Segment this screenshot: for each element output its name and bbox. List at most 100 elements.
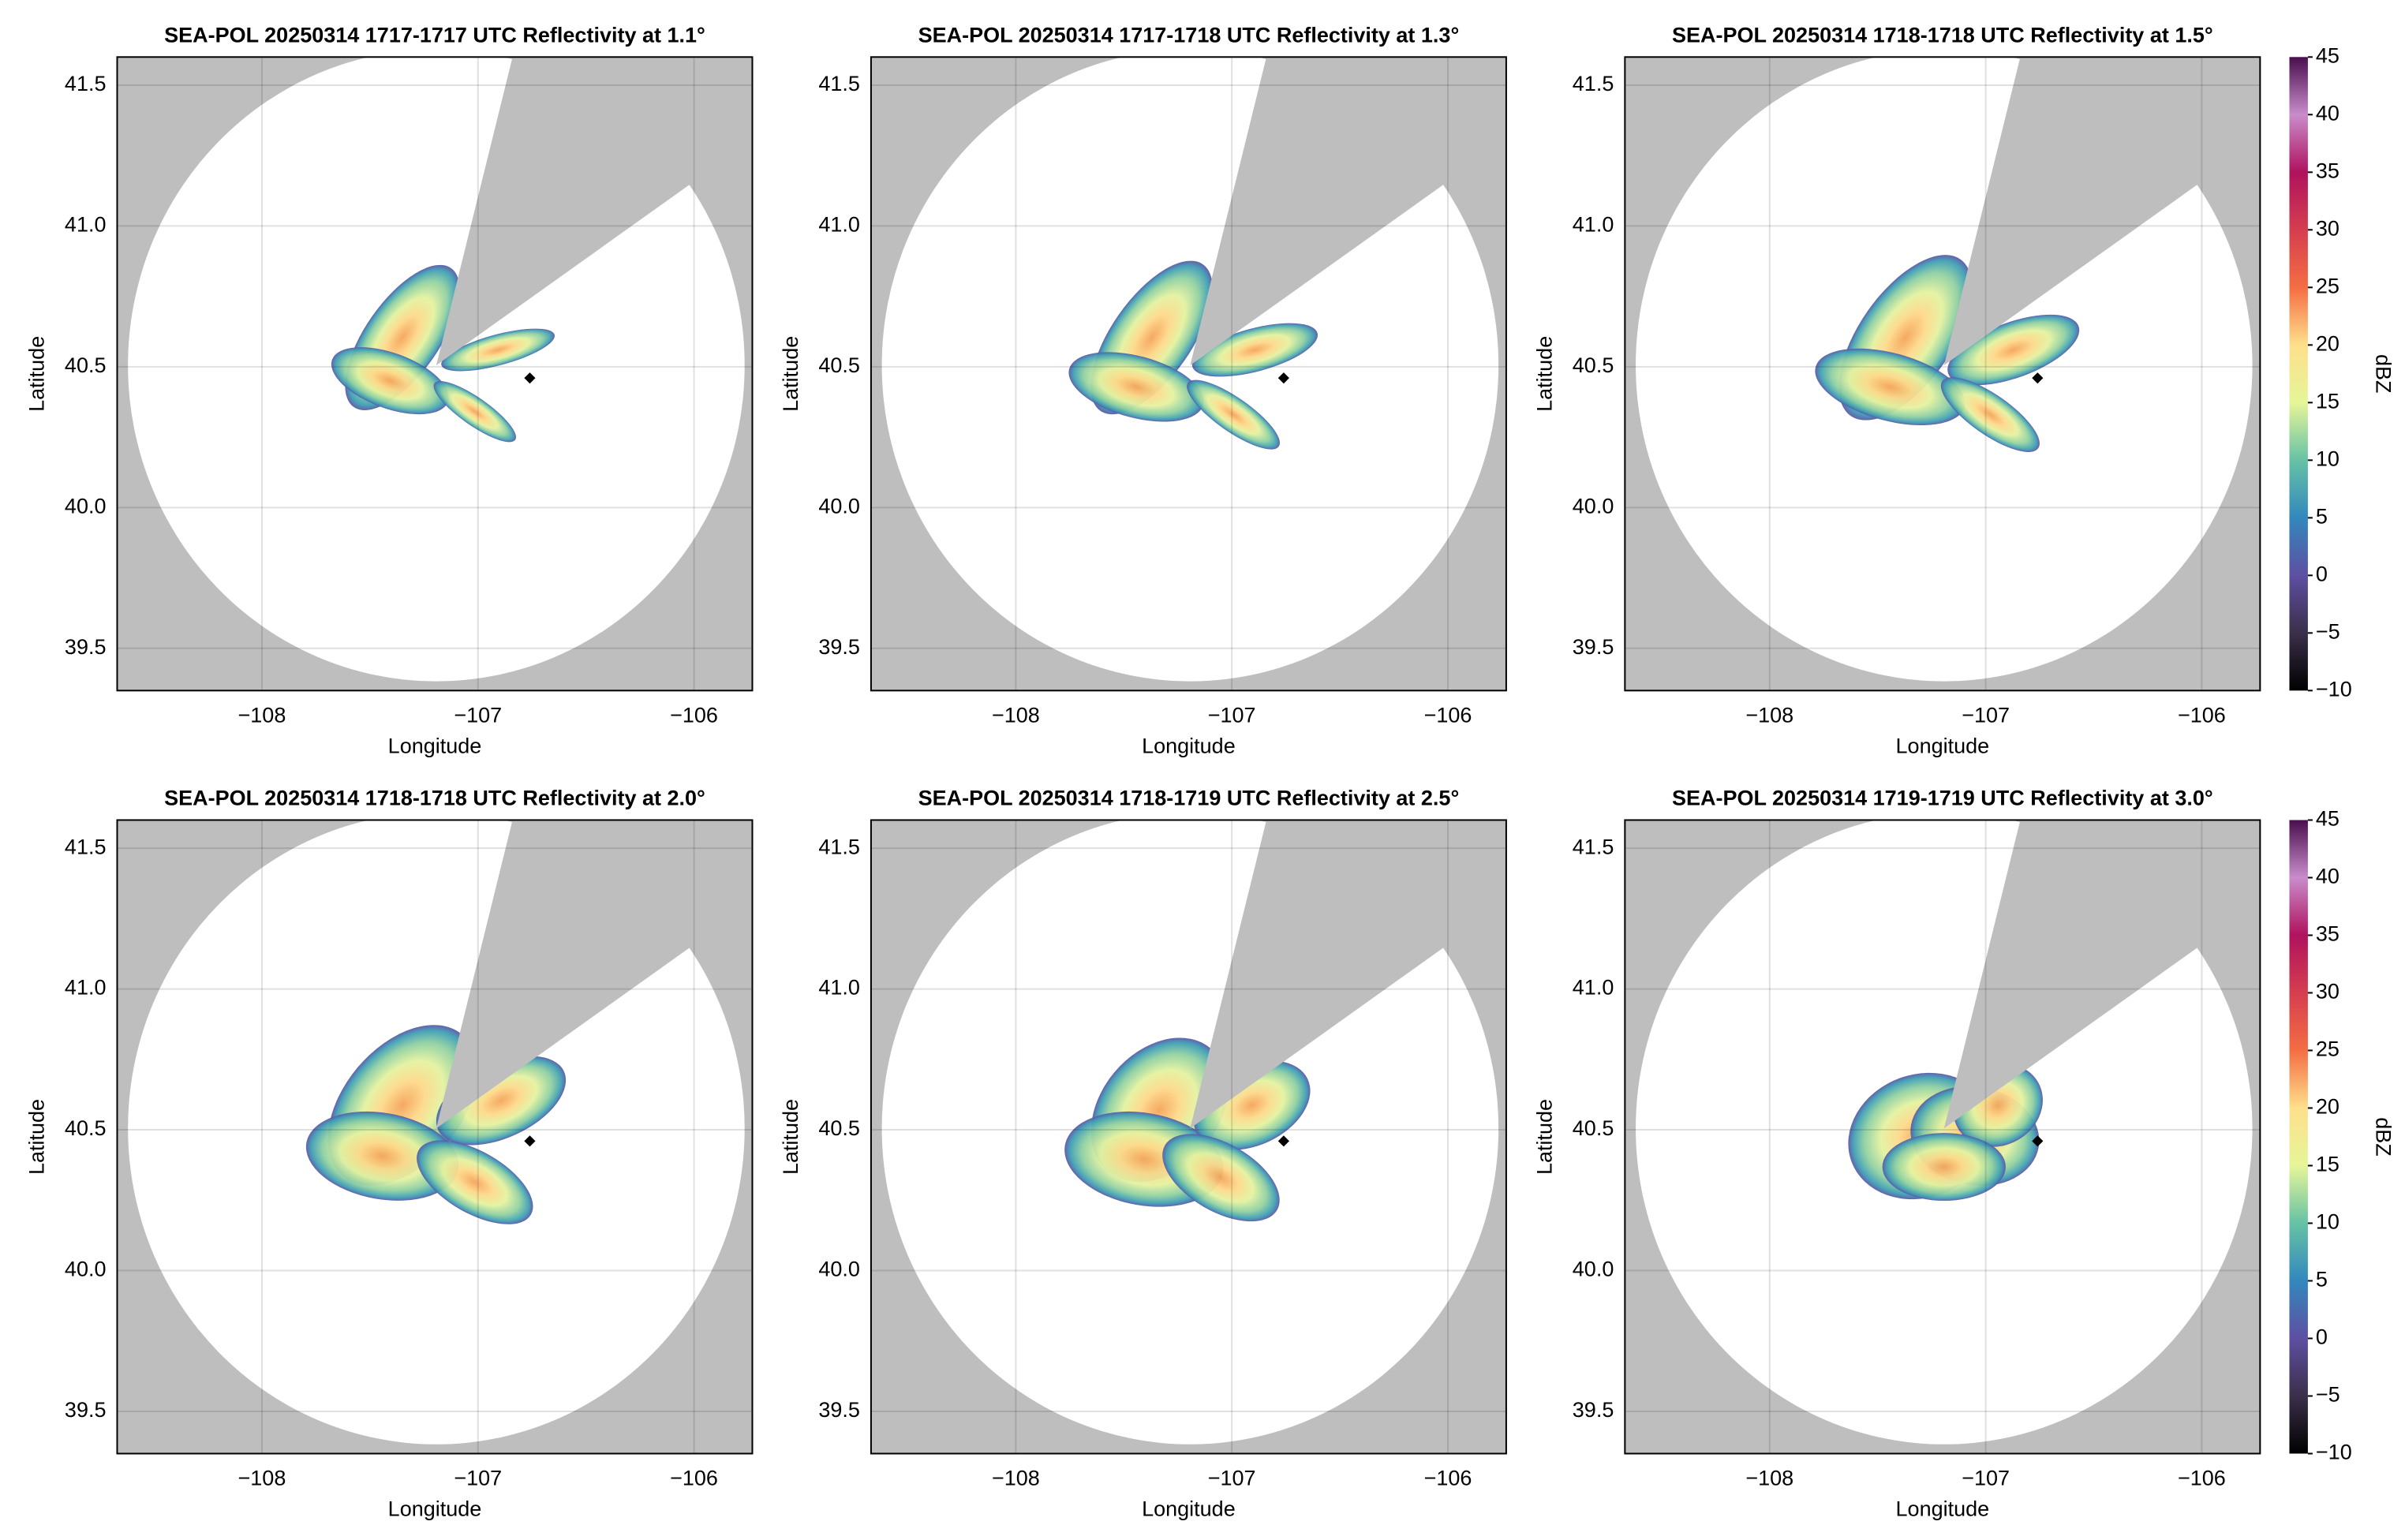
colorbar-tick-label: 35: [2316, 922, 2340, 946]
blocked-sector: [1190, 820, 1449, 1129]
y-axis-label: Latitude: [25, 336, 49, 412]
y-tick-label: 40.0: [1573, 494, 1614, 518]
panel: −108 −107 −106 39.5 40.0 40.5 41.0 41.5 SEA-POL …: [1532, 787, 2395, 1521]
site-marker: [1277, 1135, 1289, 1147]
panel: −108 −107 −106 39.5 40.0 40.5 41.0 41.5 SEA-POL …: [25, 23, 754, 757]
blocked-sector: [1943, 57, 2202, 366]
colorbar-tick-label: −10: [2316, 677, 2352, 701]
plot-frame: [1624, 56, 2261, 692]
y-axis-label: Latitude: [779, 336, 802, 412]
echo: [417, 1140, 533, 1224]
y-tick-label: 39.5: [65, 635, 107, 659]
echo: [331, 347, 449, 415]
site-marker: [524, 372, 536, 384]
echo: [1162, 1134, 1280, 1222]
colorbar-tick-label: −5: [2316, 619, 2340, 643]
y-tick-label: 40.5: [818, 1116, 860, 1140]
echo: [1882, 1133, 2006, 1202]
x-tick-label: −107: [1962, 703, 2010, 727]
y-axis-label: Latitude: [779, 1099, 802, 1175]
y-tick-label: 40.5: [65, 1116, 107, 1140]
x-tick-label: −106: [670, 1467, 718, 1490]
y-tick-label: 40.5: [1573, 1116, 1614, 1140]
chart-title: SEA-POL 20250314 1718-1718 UTC Reflectiv…: [1672, 23, 2213, 47]
y-tick-label: 41.5: [1573, 72, 1614, 95]
y-tick-label: 41.5: [818, 72, 860, 95]
x-tick-label: −107: [1208, 703, 1256, 727]
y-tick-label: 40.0: [1573, 1258, 1614, 1281]
y-tick-label: 40.0: [65, 1258, 107, 1281]
y-tick-label: 41.0: [818, 213, 860, 237]
y-tick-label: 41.0: [65, 976, 107, 1000]
panel: −108 −107 −106 39.5 40.0 40.5 41.0 41.5 SEA-POL …: [1532, 23, 2395, 757]
site-marker: [524, 1135, 536, 1147]
x-tick-label: −108: [992, 703, 1040, 727]
plot-area: [117, 57, 753, 691]
x-tick-label: −108: [1745, 703, 1793, 727]
panel: −108 −107 −106 39.5 40.0 40.5 41.0 41.5 SEA-POL …: [25, 787, 754, 1521]
y-tick-label: 41.5: [1573, 835, 1614, 858]
colorbar-tick-label: 25: [2316, 274, 2340, 297]
colorbar-tick-label: 5: [2316, 504, 2328, 528]
colorbar-label: dBZ: [2372, 1117, 2396, 1157]
y-tick-label: 39.5: [1573, 1398, 1614, 1422]
echo: [1947, 314, 2080, 386]
colorbar-tick-label: 15: [2316, 1153, 2340, 1176]
x-tick-label: −108: [1745, 1467, 1793, 1490]
x-axis-label: Longitude: [388, 1497, 482, 1521]
colorbar-tick-label: −5: [2316, 1383, 2340, 1407]
x-axis-label: Longitude: [1896, 734, 1990, 757]
colorbar-tick-label: −10: [2316, 1441, 2352, 1464]
y-tick-label: 39.5: [1573, 635, 1614, 659]
y-axis-label: Latitude: [25, 1099, 49, 1175]
y-tick-label: 40.5: [65, 353, 107, 377]
colorbar-tick-label: 20: [2316, 1095, 2340, 1119]
y-tick-label: 41.0: [1573, 213, 1614, 237]
x-axis-label: Longitude: [1142, 1497, 1236, 1521]
panel: −108 −107 −106 39.5 40.0 40.5 41.0 41.5 SEA-POL …: [779, 787, 1507, 1521]
colorbar: [2289, 57, 2308, 691]
plot-area: [1625, 820, 2261, 1454]
y-tick-label: 40.0: [65, 494, 107, 518]
colorbar: [2289, 820, 2308, 1454]
echo: [1191, 323, 1318, 377]
colorbar-tick-label: 0: [2316, 1325, 2328, 1349]
x-axis-label: Longitude: [1142, 734, 1236, 757]
x-tick-label: −108: [238, 703, 286, 727]
x-axis-label: Longitude: [388, 734, 482, 757]
blocked-sector: [436, 820, 695, 1129]
y-tick-label: 41.0: [1573, 976, 1614, 1000]
chart-title: SEA-POL 20250314 1717-1717 UTC Reflectiv…: [164, 23, 705, 47]
colorbar-tick-label: 0: [2316, 562, 2328, 585]
x-tick-label: −106: [1424, 703, 1472, 727]
panel: −108 −107 −106 39.5 40.0 40.5 41.0 41.5 SEA-POL …: [779, 23, 1507, 757]
chart-title: SEA-POL 20250314 1719-1719 UTC Reflectiv…: [1672, 787, 2213, 810]
echo: [1187, 379, 1280, 450]
y-tick-label: 39.5: [65, 1398, 107, 1422]
x-tick-label: −106: [2178, 703, 2226, 727]
colorbar-tick-label: 45: [2316, 43, 2340, 67]
echo: [1068, 352, 1204, 422]
plot-area: [1625, 57, 2261, 691]
x-axis-label: Longitude: [1896, 1497, 1990, 1521]
echo: [441, 328, 555, 372]
y-axis-label: Latitude: [1532, 336, 1556, 412]
colorbar-tick-label: 25: [2316, 1037, 2340, 1061]
colorbar-tick-label: 30: [2316, 216, 2340, 240]
y-axis-label: Latitude: [1532, 1099, 1556, 1175]
echo: [1815, 348, 1966, 426]
y-tick-label: 39.5: [818, 1398, 860, 1422]
x-tick-label: −106: [2178, 1467, 2226, 1490]
colorbar-tick-label: 10: [2316, 1210, 2340, 1234]
colorbar-tick-label: 40: [2316, 101, 2340, 125]
blocked-sector: [1943, 820, 2202, 1129]
echo: [433, 381, 516, 443]
colorbar-tick-label: 35: [2316, 159, 2340, 182]
y-tick-label: 40.5: [1573, 353, 1614, 377]
x-tick-label: −108: [992, 1467, 1040, 1490]
y-tick-label: 39.5: [818, 635, 860, 659]
colorbar-tick-label: 45: [2316, 807, 2340, 831]
plot-area: [870, 820, 1506, 1454]
y-tick-label: 41.5: [818, 835, 860, 858]
